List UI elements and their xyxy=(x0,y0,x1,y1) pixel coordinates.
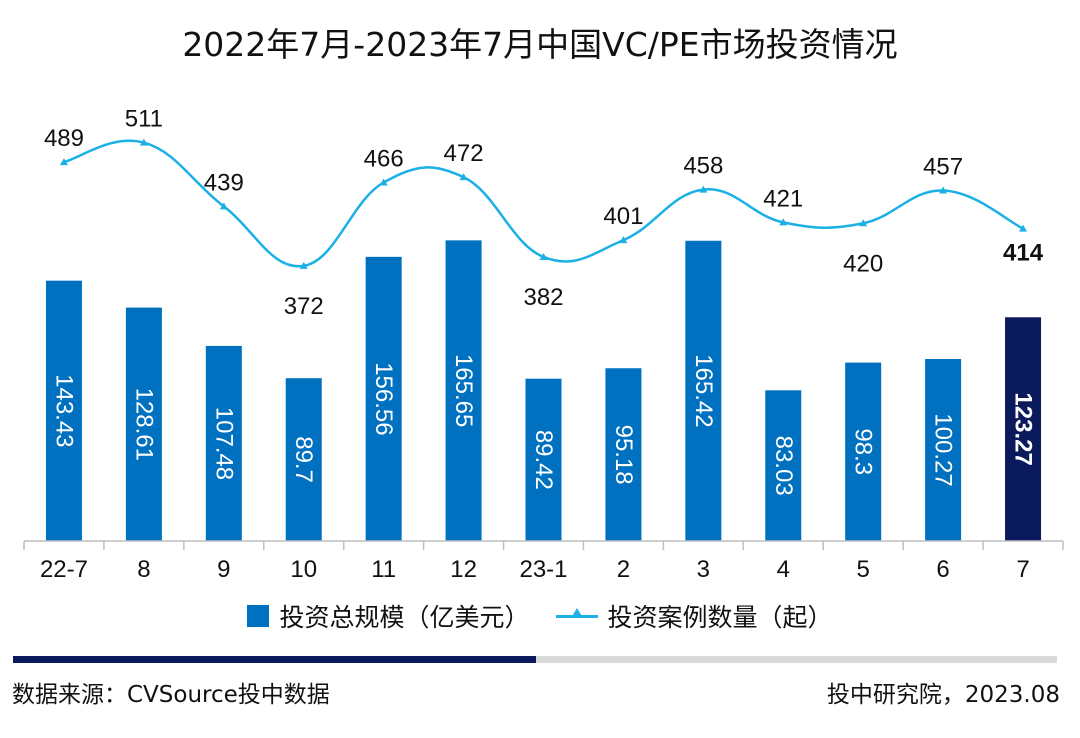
bars-layer: 143.43 128.61 107.48 89.7 156.56 165.65 89.42 9… xyxy=(45,240,1042,541)
line-point xyxy=(939,186,948,194)
legend-item-bar: 投资总规模（亿美元） xyxy=(247,598,530,634)
series-line xyxy=(63,139,1024,268)
line-point xyxy=(1019,224,1028,232)
bar xyxy=(845,362,882,541)
line-point xyxy=(459,173,468,181)
line-value-label: 466 xyxy=(364,145,404,172)
bar xyxy=(365,256,402,541)
line-value-label: 489 xyxy=(44,125,84,152)
footer-divider-light xyxy=(536,656,1057,663)
line-value-label: 420 xyxy=(843,250,883,277)
line-value-label: 439 xyxy=(204,169,244,196)
bar-value-label: 128.61 xyxy=(130,388,157,461)
x-tick-label: 4 xyxy=(777,556,790,583)
line-value-label: 414 xyxy=(1003,240,1044,267)
footer-divider xyxy=(13,656,1057,663)
x-tick-label: 22-7 xyxy=(40,556,88,583)
line-value-label: 372 xyxy=(284,293,324,320)
bar-value-label: 107.48 xyxy=(210,407,237,480)
line-value-label: 457 xyxy=(923,153,963,180)
x-tick-label: 5 xyxy=(857,556,870,583)
line-point xyxy=(299,261,308,269)
line-value-label: 382 xyxy=(523,284,563,311)
legend-bar-label: 投资总规模（亿美元） xyxy=(279,603,530,632)
line-point xyxy=(219,202,228,210)
line-point xyxy=(59,158,68,166)
line-value-label: 458 xyxy=(683,153,723,180)
publisher-credit: 投中研究院，2023.08 xyxy=(826,682,1060,708)
bar xyxy=(1005,317,1042,541)
x-tick-label: 11 xyxy=(371,556,396,583)
line-value-label: 401 xyxy=(603,203,643,230)
data-source-note: 数据来源：CVSource投中数据 xyxy=(12,682,330,708)
line-value-label: 421 xyxy=(763,185,803,212)
bar-value-label: 89.7 xyxy=(290,436,317,483)
bar-value-label: 143.43 xyxy=(50,374,77,447)
bar xyxy=(205,345,242,541)
x-tick-label: 8 xyxy=(137,556,150,583)
bar-value-label: 95.18 xyxy=(610,425,637,485)
line-point xyxy=(859,219,868,227)
legend-line-swatch xyxy=(555,605,598,627)
bar xyxy=(605,368,642,541)
x-tick-label: 7 xyxy=(1016,556,1029,583)
bar xyxy=(925,359,962,541)
x-tick-label: 3 xyxy=(697,556,710,583)
line-point xyxy=(619,236,628,244)
bar-value-label: 123.27 xyxy=(1010,392,1037,465)
line-point xyxy=(779,218,788,226)
x-tick-label: 12 xyxy=(450,556,477,583)
bar xyxy=(285,378,322,541)
chart-title: 2022年7月-2023年7月中国VC/PE市场投资情况 xyxy=(182,25,898,64)
line-point xyxy=(379,178,388,186)
x-tick-label: 9 xyxy=(217,556,230,583)
line-value-label: 511 xyxy=(125,106,163,133)
x-tick-label: 2 xyxy=(617,556,630,583)
combo-chart: 143.43 128.61 107.48 89.7 156.56 165.65 89.42 9… xyxy=(23,106,1064,583)
x-tick-label: 6 xyxy=(936,556,949,583)
bar xyxy=(525,378,562,541)
x-tick-label: 10 xyxy=(290,556,317,583)
bar xyxy=(45,280,82,541)
legend-bar-swatch xyxy=(247,605,270,627)
footer-divider-dark xyxy=(13,656,536,663)
line-point xyxy=(539,252,548,260)
bar-value-label: 165.42 xyxy=(690,354,717,427)
x-axis: 22-7 8 9 10 11 12 23-1 2 3 4 5 6 7 xyxy=(23,540,1064,583)
line-point xyxy=(699,185,708,193)
x-tick-label: 23-1 xyxy=(519,556,567,583)
legend-item-line: 投资案例数量（起） xyxy=(555,598,833,634)
line-layer: 489 511 439 372 466 472 382 401 458 421 420 457 414 xyxy=(44,106,1044,320)
bar-value-label: 83.03 xyxy=(770,436,797,496)
line-point xyxy=(139,138,148,146)
bar xyxy=(685,240,722,541)
bar xyxy=(125,307,162,541)
bar-value-label: 156.56 xyxy=(370,362,397,435)
bar xyxy=(765,390,802,541)
line-value-label: 472 xyxy=(444,140,484,167)
bar-value-label: 100.27 xyxy=(930,413,957,486)
chart-legend: 投资总规模（亿美元） 投资案例数量（起） xyxy=(0,598,1080,634)
bar xyxy=(445,240,482,541)
bar-value-label: 89.42 xyxy=(530,430,557,490)
bar-value-label: 165.65 xyxy=(450,354,477,427)
bar-value-label: 98.3 xyxy=(850,428,877,475)
legend-line-label: 投资案例数量（起） xyxy=(607,603,833,632)
